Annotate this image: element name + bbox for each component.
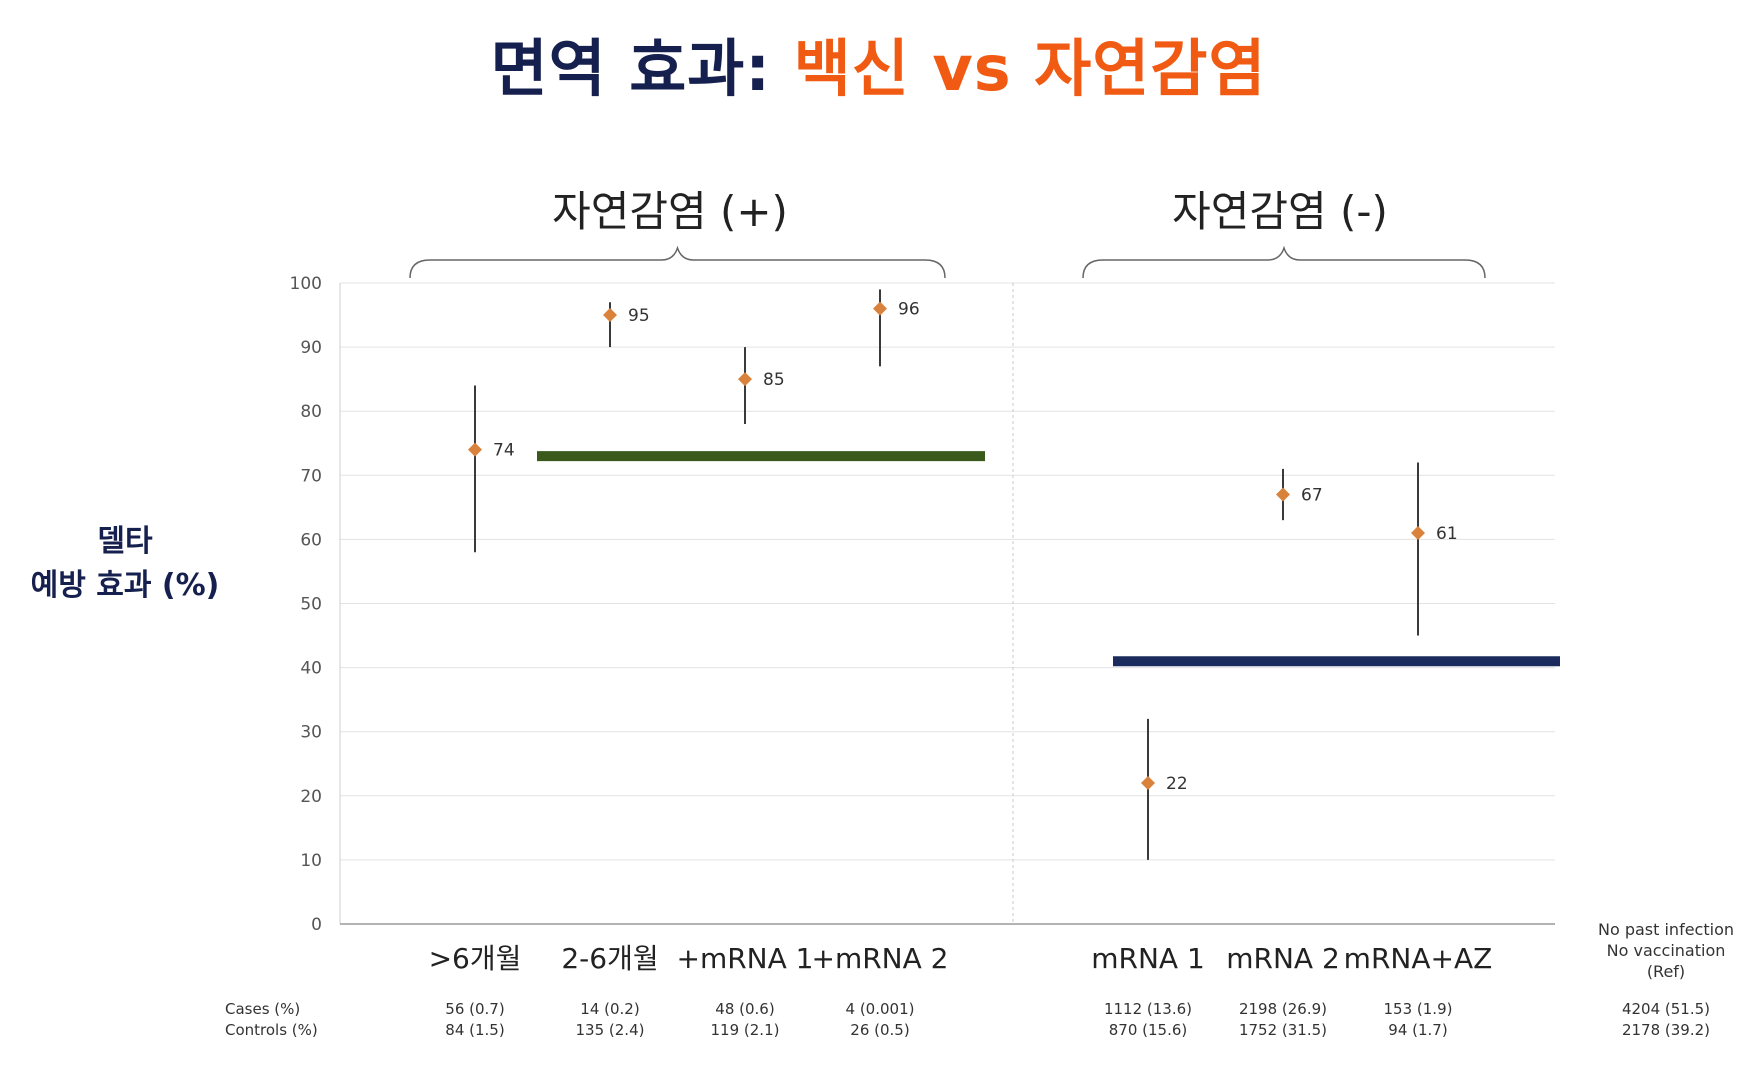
title-part-2: 백신 vs 자연감염 [793,32,1267,105]
y-tick-label: 60 [300,530,322,550]
y-tick-label: 50 [300,595,322,615]
cases-value: 14 (0.2) [580,1000,639,1018]
y-tick-label: 10 [300,851,322,871]
y-axis-label: 델타 예방 효과 (%) [20,520,230,608]
y-axis-label-line-2: 예방 효과 (%) [30,568,220,603]
title-part-1: 면역 효과: [490,32,794,105]
table-row-label: Controls (%) [225,1021,318,1039]
reference-label-line: (Ref) [1647,962,1685,981]
data-value-label: 95 [628,306,650,326]
controls-value: 94 (1.7) [1388,1021,1447,1039]
data-value-label: 67 [1301,486,1323,506]
controls-value: 135 (2.4) [576,1021,645,1039]
data-value-label: 96 [898,300,920,320]
y-tick-label: 40 [300,659,322,679]
data-value-label: 61 [1436,524,1458,544]
y-tick-label: 0 [311,915,322,935]
data-point-marker [603,308,617,323]
data-point-marker [1276,487,1290,502]
group-brace-infected [409,245,946,279]
cases-value: 4 (0.001) [846,1000,915,1018]
x-category-label: mRNA 2 [1226,942,1340,975]
y-tick-label: 20 [300,787,322,807]
data-value-label: 22 [1166,774,1188,794]
y-axis-label-line-1: 델타 [97,524,153,559]
y-tick-label: 90 [300,338,322,358]
data-point-marker [1141,775,1155,790]
data-point-marker [1411,525,1425,540]
x-category-label: mRNA+AZ [1344,942,1493,975]
reference-label-line: No past infection [1598,920,1734,939]
group-brace-not-infected [1082,245,1486,279]
x-category-label: +mRNA 1 [676,942,813,975]
controls-value: 1752 (31.5) [1239,1021,1327,1039]
y-tick-label: 30 [300,723,322,743]
data-point-marker [873,301,887,316]
group-label-not-infected: 자연감염 (-) [1172,187,1388,236]
y-tick-label: 70 [300,466,322,486]
group-label-infected: 자연감염 (+) [552,187,788,236]
data-point-marker [468,442,482,457]
page-title: 면역 효과: 백신 vs 자연감염 [0,18,1757,108]
y-tick-label: 100 [290,274,322,294]
controls-value: 26 (0.5) [850,1021,909,1039]
y-tick-label: 80 [300,402,322,422]
data-point-marker [738,372,752,387]
controls-value: 84 (1.5) [445,1021,504,1039]
reference-controls-value: 2178 (39.2) [1622,1021,1710,1039]
x-category-label: +mRNA 2 [811,942,948,975]
x-category-label: >6개월 [429,942,522,975]
data-value-label: 85 [763,370,785,390]
cases-value: 56 (0.7) [445,1000,504,1018]
reference-cases-value: 4204 (51.5) [1622,1000,1710,1018]
cases-value: 48 (0.6) [715,1000,774,1018]
x-category-label: mRNA 1 [1091,942,1205,975]
cases-value: 2198 (26.9) [1239,1000,1327,1018]
controls-value: 870 (15.6) [1109,1021,1188,1039]
cases-value: 153 (1.9) [1384,1000,1453,1018]
table-row-label: Cases (%) [225,1000,300,1018]
reference-label-line: No vaccination [1607,941,1726,960]
controls-value: 119 (2.1) [711,1021,780,1039]
data-value-label: 74 [493,441,515,461]
x-category-label: 2-6개월 [561,942,658,975]
cases-value: 1112 (13.6) [1104,1000,1192,1018]
